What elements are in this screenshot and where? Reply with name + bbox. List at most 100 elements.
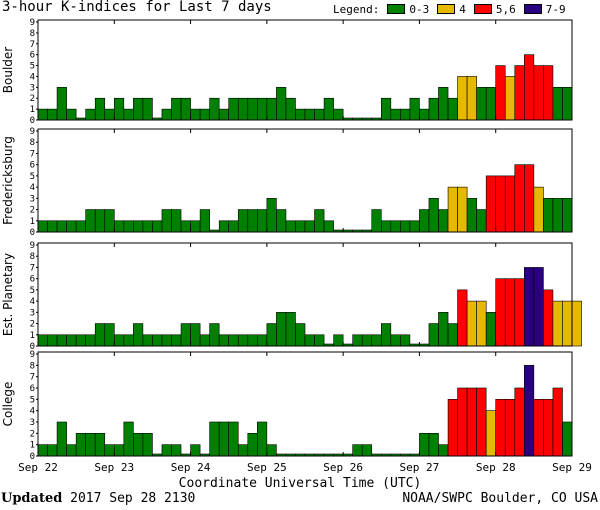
bar-boulder-37: Boulder: 1 (390, 108, 401, 121)
bar-fredericksburg-25: Fredericksburg: 2 (276, 209, 287, 233)
bar-fredericksburg-50: Fredericksburg: 6 (514, 164, 525, 233)
bar-est-planetary-54: Est. Planetary: 4 (552, 300, 563, 347)
bar-boulder-52: Boulder: 5 (533, 65, 544, 121)
chart-title: 3-hour K-indices for Last 7 days (2, 0, 272, 15)
bar-college-5: College: 2 (85, 433, 96, 457)
bar-fredericksburg-40: Fredericksburg: 2 (419, 209, 430, 233)
bar-fredericksburg-19: Fredericksburg: 1 (218, 220, 230, 233)
bar-boulder-21: Boulder: 2 (237, 97, 249, 121)
y-tick-college-4: 4 (30, 407, 35, 417)
bar-fredericksburg-28: Fredericksburg: 1 (304, 220, 315, 233)
bar-est-planetary-56: Est. Planetary: 4 (571, 300, 582, 347)
bar-boulder-36: Boulder: 2 (380, 97, 392, 121)
y-tick-boulder-7: 7 (30, 40, 35, 50)
bar-boulder-45: Boulder: 4 (466, 76, 477, 121)
bar-college-21: College: 1 (237, 444, 249, 457)
bar-est-planetary-9: Est. Planetary: 1 (123, 334, 134, 347)
bar-boulder-24: Boulder: 2 (266, 97, 277, 121)
bar-est-planetary-8: Est. Planetary: 1 (113, 334, 125, 347)
bar-college-0: College: 1 (37, 444, 48, 457)
y-tick-est-planetary-1: 1 (30, 331, 35, 341)
y-tick-college-7: 7 (30, 373, 35, 383)
bar-boulder-38: Boulder: 1 (400, 108, 411, 121)
bar-est-planetary-20: Est. Planetary: 1 (228, 334, 239, 347)
chart-area: Boulder: 1Boulder: 1Boulder: 3Boulder: 1… (1, 18, 592, 474)
bar-fredericksburg-10: Fredericksburg: 1 (133, 220, 144, 233)
bar-est-planetary-27: Est. Planetary: 2 (295, 323, 306, 347)
bar-est-planetary-3: Est. Planetary: 1 (66, 334, 77, 347)
bar-college-8: College: 1 (113, 444, 125, 457)
bar-fredericksburg-6: Fredericksburg: 2 (94, 209, 106, 233)
bar-est-planetary-10: Est. Planetary: 2 (133, 323, 144, 347)
bar-boulder-41: Boulder: 2 (428, 97, 439, 121)
bar-est-planetary-49: Est. Planetary: 6 (504, 278, 516, 347)
bar-est-planetary-24: Est. Planetary: 2 (266, 323, 277, 347)
bar-boulder-6: Boulder: 2 (94, 97, 106, 121)
y-tick-fredericksburg-3: 3 (30, 194, 35, 204)
bar-college-52: College: 5 (533, 399, 544, 457)
bar-boulder-47: Boulder: 3 (485, 87, 497, 121)
bar-boulder-7: Boulder: 1 (104, 108, 115, 121)
bar-est-planetary-28: Est. Planetary: 1 (304, 334, 315, 347)
bar-boulder-40: Boulder: 1 (419, 108, 430, 121)
y-tick-est-planetary-9: 9 (30, 241, 35, 251)
bar-boulder-22: Boulder: 2 (247, 97, 258, 121)
bar-est-planetary-41: Est. Planetary: 2 (428, 323, 439, 347)
bar-est-planetary-46: Est. Planetary: 4 (476, 300, 487, 347)
bar-college-55: College: 3 (562, 421, 573, 457)
bar-fredericksburg-43: Fredericksburg: 4 (447, 186, 458, 233)
bar-fredericksburg-39: Fredericksburg: 1 (409, 220, 420, 233)
bar-est-planetary-55: Est. Planetary: 4 (562, 300, 573, 347)
bar-est-planetary-38: Est. Planetary: 1 (400, 334, 411, 347)
bar-college-19: College: 3 (218, 421, 230, 457)
y-tick-est-planetary-0: 0 (30, 342, 35, 352)
bar-est-planetary-48: Est. Planetary: 6 (495, 278, 506, 347)
y-tick-est-planetary-6: 6 (30, 275, 35, 285)
x-tick-sep-23: Sep 23 (94, 461, 134, 474)
bar-boulder-29: Boulder: 1 (314, 108, 325, 121)
bar-fredericksburg-1: Fredericksburg: 1 (47, 220, 58, 233)
x-tick-sep-24: Sep 24 (171, 461, 211, 474)
bar-est-planetary-15: Est. Planetary: 2 (180, 323, 191, 347)
bar-boulder-48: Boulder: 5 (495, 65, 506, 121)
bar-college-10: College: 2 (133, 433, 144, 457)
panel-label-boulder: Boulder (1, 47, 15, 94)
bar-college-44: College: 6 (457, 387, 468, 457)
bar-college-48: College: 5 (495, 399, 506, 457)
bar-college-41: College: 2 (428, 433, 439, 457)
bar-boulder-11: Boulder: 2 (142, 97, 153, 121)
bar-fredericksburg-8: Fredericksburg: 1 (113, 220, 125, 233)
bar-college-40: College: 2 (419, 433, 430, 457)
panel-frame-fredericksburg (37, 128, 573, 233)
bar-est-planetary-7: Est. Planetary: 2 (104, 323, 115, 347)
bar-boulder-25: Boulder: 3 (276, 87, 287, 121)
bar-fredericksburg-44: Fredericksburg: 4 (457, 186, 468, 233)
y-tick-est-planetary-8: 8 (30, 252, 35, 262)
bar-boulder-19: Boulder: 1 (218, 108, 230, 121)
bar-boulder-28: Boulder: 1 (304, 108, 315, 121)
y-tick-fredericksburg-9: 9 (30, 127, 35, 137)
y-tick-boulder-1: 1 (30, 105, 35, 115)
bar-fredericksburg-53: Fredericksburg: 3 (543, 198, 554, 233)
bar-fredericksburg-0: Fredericksburg: 1 (37, 220, 48, 233)
bar-boulder-17: Boulder: 1 (199, 108, 210, 121)
legend-entry-7-9: 7-9 (545, 2, 566, 16)
y-tick-fredericksburg-4: 4 (30, 183, 35, 193)
bar-est-planetary-5: Est. Planetary: 1 (85, 334, 96, 347)
bar-est-planetary-19: Est. Planetary: 1 (218, 334, 230, 347)
bar-fredericksburg-41: Fredericksburg: 3 (428, 198, 439, 233)
y-tick-fredericksburg-1: 1 (30, 217, 35, 227)
bar-fredericksburg-24: Fredericksburg: 3 (266, 198, 277, 233)
bar-est-planetary-0: Est. Planetary: 1 (37, 334, 48, 347)
bar-est-planetary-4: Est. Planetary: 1 (75, 334, 86, 347)
y-tick-college-0: 0 (30, 452, 35, 462)
y-tick-boulder-4: 4 (30, 72, 35, 82)
bar-boulder-1: Boulder: 1 (47, 108, 58, 121)
bar-est-planetary-18: Est. Planetary: 2 (209, 323, 220, 347)
bar-est-planetary-16: Est. Planetary: 2 (190, 323, 201, 347)
bar-college-6: College: 2 (94, 433, 106, 457)
bar-college-2: College: 3 (56, 421, 67, 457)
bar-college-51: College: 8 (524, 365, 535, 457)
bar-boulder-5: Boulder: 1 (85, 108, 96, 121)
y-tick-college-6: 6 (30, 384, 35, 394)
